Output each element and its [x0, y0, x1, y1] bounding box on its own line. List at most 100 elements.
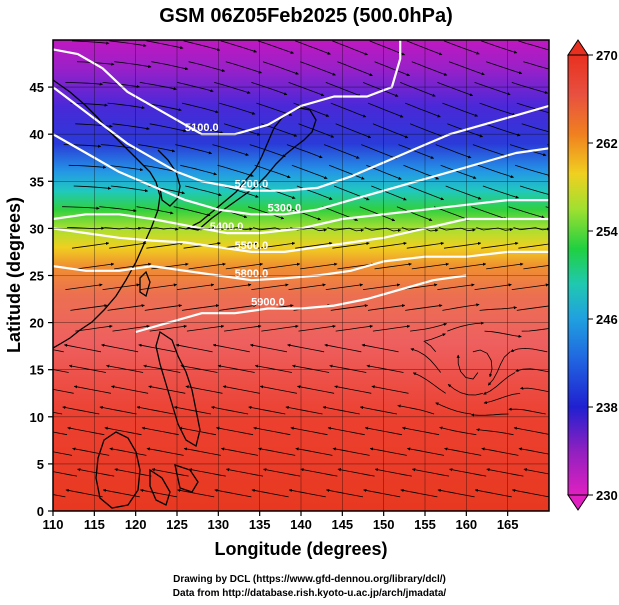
streamline: [216, 426, 254, 436]
streamline: [217, 164, 254, 177]
y-tick-label: 25: [30, 269, 44, 284]
streamline: [151, 61, 189, 71]
streamline: [410, 322, 448, 332]
streamline: [251, 283, 289, 290]
streamline: [323, 144, 360, 159]
streamline: [215, 227, 253, 231]
streamline: [222, 185, 259, 198]
streamline: [325, 488, 364, 498]
streamline: [322, 405, 360, 415]
streamline: [472, 144, 509, 158]
streamline: [521, 123, 549, 133]
streamline: [423, 333, 446, 353]
streamline: [337, 61, 373, 77]
streamline: [285, 206, 322, 221]
streamline: [409, 123, 446, 138]
streamline: [53, 369, 69, 373]
streamline: [332, 241, 370, 249]
streamline: [99, 405, 137, 415]
streamline: [99, 206, 137, 213]
colorbar-tick-label: 246: [596, 312, 618, 327]
streamline: [372, 123, 409, 139]
streamline: [251, 488, 289, 498]
streamline: [263, 468, 301, 477]
streamline: [300, 262, 338, 270]
y-tick-label: 35: [30, 174, 44, 189]
streamline: [293, 102, 330, 117]
streamline: [523, 265, 549, 270]
streamline: [482, 185, 519, 199]
streamline: [359, 405, 397, 415]
colorbar-ticks: 270 262 254 246 238 230: [588, 48, 618, 503]
streamline: [173, 405, 211, 415]
streamline: [484, 123, 521, 137]
streamline: [139, 488, 178, 498]
streamline: [369, 241, 407, 249]
streamline: [65, 283, 103, 290]
streamline: [220, 447, 259, 456]
streamline: [437, 283, 475, 290]
x-tick-label: 130: [207, 517, 229, 532]
contour-label: 5200.0: [235, 179, 269, 191]
streamline: [516, 305, 549, 311]
streamline: [249, 343, 287, 353]
contour-label: 5300.0: [268, 202, 302, 214]
streamline: [359, 206, 396, 222]
x-tick-label: 145: [331, 517, 353, 532]
streamline: [362, 283, 401, 290]
streamline: [396, 206, 433, 222]
streamline: [484, 330, 522, 338]
streamline: [225, 468, 264, 477]
streamline: [177, 488, 215, 498]
streamline: [330, 304, 369, 311]
streamline: [219, 304, 257, 311]
streamline: [211, 405, 249, 415]
y-tick-label: 15: [30, 363, 44, 378]
colorbar-tick-label: 238: [596, 400, 618, 415]
streamline: [448, 262, 487, 270]
streamline: [75, 123, 113, 128]
streamline: [435, 402, 472, 415]
streamline: [481, 40, 518, 54]
streamline: [285, 405, 323, 415]
streamline: [374, 262, 412, 270]
coastline-islands: [149, 464, 199, 506]
streamline: [474, 488, 512, 498]
y-tick-label: 30: [30, 221, 44, 236]
streamline: [214, 488, 252, 498]
streamline: [406, 447, 445, 456]
streamline: [442, 303, 480, 311]
streamline: [214, 82, 251, 94]
streamline: [486, 61, 523, 75]
streamline: [100, 144, 139, 151]
streamline: [75, 324, 113, 332]
streamline: [371, 385, 409, 394]
streamline: [298, 324, 336, 332]
y-tick-label: 0: [37, 504, 44, 519]
streamline: [470, 413, 509, 417]
x-tick-label: 125: [166, 517, 188, 532]
streamline: [183, 447, 221, 456]
colorbar-tick-label: 270: [596, 48, 618, 63]
streamline: [297, 385, 335, 394]
contour-label: 5900.0: [251, 296, 285, 308]
streamline: [70, 304, 108, 311]
streamline: [367, 304, 406, 311]
x-tick-label: 150: [373, 517, 395, 532]
streamline: [367, 102, 404, 118]
streamline: [114, 468, 152, 477]
streamline: [447, 321, 485, 332]
streamline: [372, 324, 411, 332]
streamline: [286, 144, 323, 159]
streamline: [510, 347, 548, 353]
streamline: [332, 447, 370, 456]
y-tick-label: 40: [30, 127, 44, 142]
streamline: [412, 372, 446, 394]
contour-label: 5400.0: [210, 221, 244, 233]
streamline: [149, 123, 187, 133]
streamline: [471, 206, 508, 220]
streamline: [508, 407, 546, 415]
streamline: [53, 471, 78, 477]
credit-line-1: Drawing by DCL (https://www.gfd-dennou.o…: [173, 574, 446, 585]
streamline: [411, 468, 450, 477]
